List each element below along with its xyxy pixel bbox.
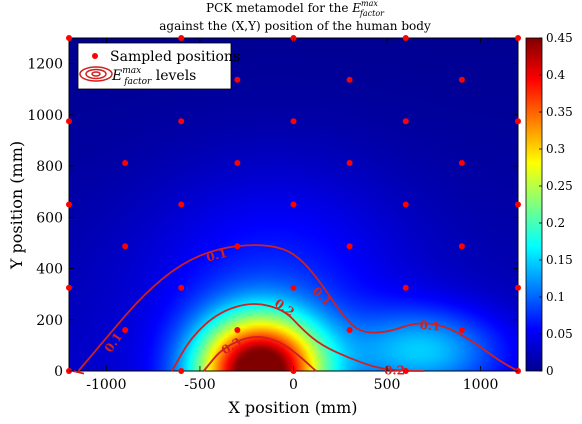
sampled-position xyxy=(178,201,185,208)
sampled-position xyxy=(346,327,353,334)
sampled-position xyxy=(458,160,465,167)
sampled-position xyxy=(346,243,353,250)
sampled-position xyxy=(122,160,129,167)
y-tick-label: 200 xyxy=(36,313,63,329)
colorbar-tick-label: 0.25 xyxy=(546,179,573,193)
sampled-position xyxy=(402,368,409,374)
colorbar-tick-label: 0.05 xyxy=(546,327,573,341)
sampled-position xyxy=(515,201,521,208)
colorbar-tick-label: 0.35 xyxy=(546,105,573,119)
x-tick-label: 0 xyxy=(289,377,298,393)
y-tick-label: 1000 xyxy=(27,108,63,124)
contour-line-0.3 xyxy=(203,336,317,372)
y-axis-label: Y position (mm) xyxy=(7,141,26,270)
sampled-position xyxy=(66,118,72,125)
sampled-position xyxy=(402,284,409,291)
sampled-position xyxy=(178,284,185,291)
sampled-position xyxy=(458,76,465,83)
contour-line-0.1 xyxy=(77,244,519,372)
y-tick-label: 400 xyxy=(36,262,63,278)
sampled-position xyxy=(178,118,185,125)
contour-line-0.2 xyxy=(171,303,425,372)
sampled-position xyxy=(234,76,241,83)
legend-contour-marker xyxy=(79,66,113,82)
sampled-position xyxy=(402,201,409,208)
sampled-position xyxy=(178,35,185,41)
sampled-position xyxy=(402,118,409,125)
sampled-position xyxy=(290,284,297,291)
sampled-position xyxy=(402,35,409,41)
x-axis-ticks: -1000 -500 0 500 1000 xyxy=(86,38,498,393)
y-tick-label: 600 xyxy=(36,210,63,226)
colorbar-tick-label: 0.2 xyxy=(546,216,565,230)
sampled-position xyxy=(515,35,521,41)
sampled-position xyxy=(122,243,129,250)
colorbar-tick-label: 0.4 xyxy=(546,68,565,82)
sampled-position xyxy=(122,327,129,334)
y-tick-label: 800 xyxy=(36,159,63,175)
sampled-position xyxy=(234,160,241,167)
contour-line-0.1 xyxy=(72,370,85,375)
colorbar-tick-label: 0 xyxy=(546,364,554,378)
legend-box xyxy=(77,42,232,90)
legend: Sampled positions Emax factor levels xyxy=(77,42,240,90)
sampled-position xyxy=(66,284,72,291)
contour-label: 0.2 xyxy=(384,364,405,378)
x-tick-label: 1000 xyxy=(463,377,499,393)
sampled-position xyxy=(458,327,465,334)
plot-area: 0.10.10.10.10.20.20.3 -1000 -500 0 500 1000 … xyxy=(27,35,521,393)
colorbar-gradient xyxy=(525,37,543,372)
y-tick-label: 0 xyxy=(54,364,63,380)
sampled-position xyxy=(178,368,185,374)
colorbar-tick-label: 0.3 xyxy=(546,142,565,156)
sampled-positions-layer xyxy=(66,35,521,374)
sampled-position xyxy=(234,243,241,250)
x-axis-label: X position (mm) xyxy=(228,398,357,417)
sampled-position xyxy=(515,118,521,125)
colorbar-tick-label: 0.45 xyxy=(546,31,573,45)
legend-contour-label: Emax factor levels xyxy=(111,66,196,87)
sampled-position xyxy=(290,201,297,208)
x-tick-label: 500 xyxy=(374,377,401,393)
y-axis-ticks: 0 200 400 600 800 1000 1200 xyxy=(27,57,518,380)
colorbar-tick-label: 0.15 xyxy=(546,253,573,267)
sampled-position xyxy=(66,201,72,208)
sampled-position xyxy=(290,118,297,125)
x-tick-label: -1000 xyxy=(86,377,126,393)
colorbar-ticks: 0 0.05 0.1 0.15 0.2 0.25 0.3 0.35 0.4 0.45 xyxy=(539,31,573,378)
contour-label: 0.1 xyxy=(205,246,229,265)
legend-sample-label: Sampled positions xyxy=(110,49,240,65)
sampled-position xyxy=(234,327,241,334)
sampled-position xyxy=(346,76,353,83)
colorbar-tick-label: 0.1 xyxy=(546,290,565,304)
contour-label: 0.1 xyxy=(419,318,441,334)
sampled-position xyxy=(458,243,465,250)
y-tick-label: 1200 xyxy=(27,57,63,73)
sampled-position xyxy=(346,160,353,167)
chart-title-line1: PCK metamodel for the Emax factor xyxy=(206,0,385,18)
sampled-position xyxy=(66,35,72,41)
legend-sample-marker xyxy=(92,53,98,59)
x-tick-label: -500 xyxy=(184,377,215,393)
sampled-position xyxy=(515,284,521,291)
colorbar: 0 0.05 0.1 0.15 0.2 0.25 0.3 0.35 0.4 0.45 xyxy=(525,31,573,378)
chart-title-line2: against the (X,Y) position of the human … xyxy=(159,19,431,33)
